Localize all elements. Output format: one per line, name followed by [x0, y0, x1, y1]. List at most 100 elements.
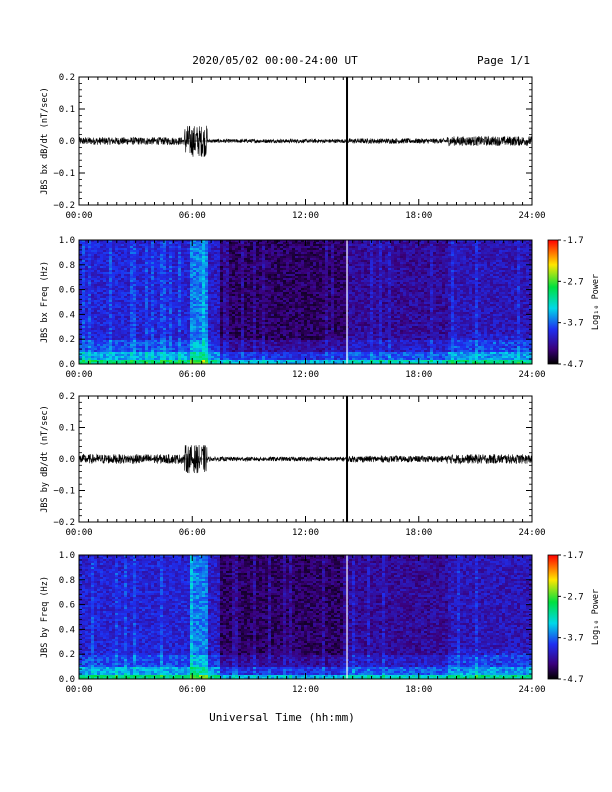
spectrogram-cell: [268, 248, 272, 251]
spectrogram-cell: [280, 270, 284, 273]
spectrogram-cell: [304, 248, 308, 251]
spectrogram-cell: [112, 260, 116, 263]
spectrogram-cell: [190, 306, 194, 309]
spectrogram-cell: [244, 308, 248, 311]
spectrogram-cell: [187, 276, 191, 279]
spectrogram-cell: [193, 336, 197, 339]
spectrogram-cell: [289, 318, 293, 321]
spectrogram-cell: [271, 248, 275, 251]
spectrogram-cell: [154, 298, 158, 301]
spectrogram-cell: [160, 330, 164, 333]
spectrogram-cell: [283, 292, 287, 295]
spectrogram-cell: [280, 294, 284, 297]
spectrogram-cell: [259, 286, 263, 289]
spectrogram-cell: [253, 338, 257, 341]
spectrogram-cell: [259, 302, 263, 305]
spectrogram-cell: [202, 356, 206, 359]
spectrogram-cell: [310, 316, 314, 319]
spectrogram-cell: [136, 336, 140, 339]
spectrogram-cell: [94, 304, 98, 307]
spectrogram-cell: [259, 340, 263, 343]
spectrogram-cell: [163, 344, 167, 347]
spectrogram-cell: [229, 306, 233, 309]
spectrogram-cell: [208, 258, 212, 261]
spectrogram-cell: [97, 348, 101, 351]
spectrogram-cell: [208, 298, 212, 301]
spectrogram-cell: [298, 350, 302, 353]
spectrogram-cell: [103, 362, 107, 365]
spectrogram-cell: [151, 252, 155, 255]
spectrogram-cell: [109, 274, 113, 277]
spectrogram-cell: [205, 332, 209, 335]
spectrogram-cell: [280, 334, 284, 337]
spectrogram-cell: [247, 242, 251, 245]
spectrogram-cell: [178, 294, 182, 297]
spectrogram-cell: [223, 248, 227, 251]
spectrogram-cell: [265, 282, 269, 285]
spectrogram-cell: [247, 348, 251, 351]
spectrogram-cell: [265, 358, 269, 361]
spectrogram-cell: [244, 270, 248, 273]
spectrogram-cell: [127, 294, 131, 297]
spectrogram-cell: [82, 352, 86, 355]
spectrogram-cell: [208, 254, 212, 257]
spectrogram-cell: [223, 346, 227, 349]
spectrogram-cell: [283, 350, 287, 353]
spectrogram-cell: [175, 270, 179, 273]
spectrogram-cell: [199, 360, 203, 363]
spectrogram-cell: [301, 260, 305, 263]
spectrogram-cell: [241, 270, 245, 273]
spectrogram-cell: [136, 284, 140, 287]
spectrogram-cell: [226, 298, 230, 301]
spectrogram-cell: [262, 242, 266, 245]
spectrogram-cell: [286, 244, 290, 247]
spectrogram-cell: [250, 268, 254, 271]
spectrogram-cell: [100, 280, 104, 283]
spectrogram-cell: [142, 264, 146, 267]
spectrogram-cell: [79, 344, 83, 347]
spectrogram-cell: [97, 360, 101, 363]
spectrogram-cell: [295, 250, 299, 253]
spectrogram-cell: [229, 304, 233, 307]
spectrogram-cell: [118, 242, 122, 245]
spectrogram-cell: [187, 362, 191, 365]
spectrogram-cell: [223, 240, 227, 243]
spectrogram-cell: [304, 356, 308, 359]
spectrogram-cell: [301, 284, 305, 287]
spectrogram-cell: [124, 340, 128, 343]
spectrogram-cell: [148, 304, 152, 307]
spectrogram-cell: [154, 358, 158, 361]
spectrogram-cell: [301, 268, 305, 271]
spectrogram-cell: [286, 344, 290, 347]
spectrogram-cell: [124, 306, 128, 309]
spectrogram-cell: [130, 278, 134, 281]
spectrogram-cell: [229, 298, 233, 301]
spectrogram-cell: [289, 344, 293, 347]
spectrogram-cell: [199, 354, 203, 357]
spectrogram-cell: [178, 306, 182, 309]
spectrogram-cell: [181, 284, 185, 287]
spectrogram-cell: [112, 356, 116, 359]
spectrogram-cell: [154, 354, 158, 357]
spectrogram-cell: [289, 356, 293, 359]
spectrogram-cell: [130, 334, 134, 337]
spectrogram-cell: [223, 320, 227, 323]
spectrogram-cell: [247, 290, 251, 293]
spectrogram-cell: [94, 286, 98, 289]
spectrogram-cell: [214, 272, 218, 275]
spectrogram-cell: [292, 304, 296, 307]
spectrogram-cell: [250, 308, 254, 311]
spectrogram-cell: [133, 338, 137, 341]
spectrogram-cell: [277, 316, 281, 319]
spectrogram-cell: [196, 310, 200, 313]
spectrogram-cell: [166, 264, 170, 267]
spectrogram-cell: [256, 328, 260, 331]
spectrogram-cell: [160, 288, 164, 291]
spectrogram-cell: [295, 296, 299, 299]
spectrogram-cell: [154, 288, 158, 291]
spectrogram-cell: [274, 276, 278, 279]
spectrogram-cell: [103, 342, 107, 345]
spectrogram-cell: [100, 252, 104, 255]
spectrogram-cell: [277, 258, 281, 261]
spectrogram-cell: [127, 350, 131, 353]
